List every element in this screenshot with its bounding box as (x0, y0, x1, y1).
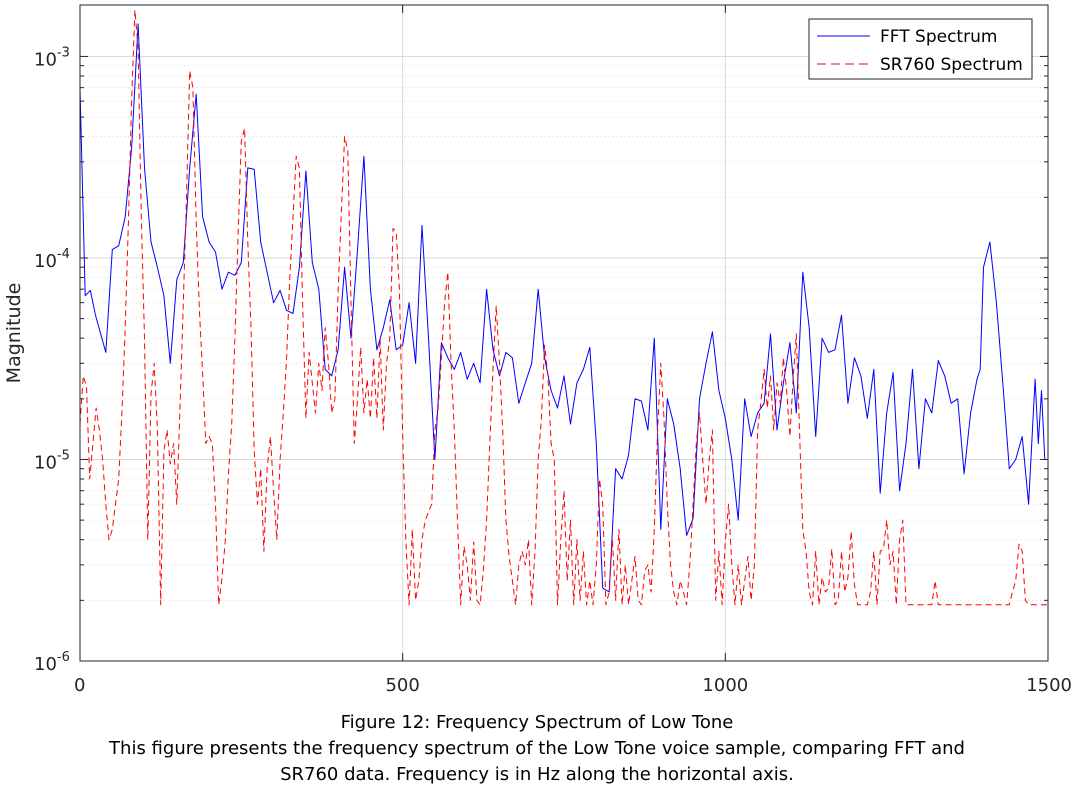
x-tick-label: 500 (385, 675, 419, 696)
y-tick-label: 10-5 (34, 448, 70, 473)
legend-box (808, 18, 1033, 80)
x-tick-label: 1000 (702, 675, 748, 696)
figure-caption: Figure 12: Frequency Spectrum of Low Ton… (0, 710, 1074, 788)
caption-title: Figure 12: Frequency Spectrum of Low Ton… (340, 712, 734, 733)
caption-line-2: SR760 data. Frequency is in Hz along the… (280, 764, 794, 785)
spectrum-chart: 0 500 1000 1500 10-610-510-410-3 Magnitude … (3, 4, 1072, 696)
legend-label-sr760: SR760 Spectrum (880, 55, 1023, 75)
caption-line-1: This figure presents the frequency spect… (109, 738, 965, 759)
x-tick-labels: 0 500 1000 1500 (74, 675, 1072, 696)
tick-marks (79, 5, 1049, 662)
series-layer (80, 9, 1048, 606)
y-tick-labels: 10-6 10-5 10-4 10-3 (34, 45, 70, 675)
y-axis-label: Magnitude (3, 283, 25, 384)
y-tick-label: 10-3 (34, 45, 70, 70)
legend-label-fft: FFT Spectrum (880, 27, 997, 47)
series-line-fft (80, 23, 1048, 593)
plot-background (80, 5, 1048, 661)
x-tick-label: 1500 (1026, 675, 1072, 696)
series-line-sr760 (80, 9, 1048, 606)
plot-frame (79, 4, 1049, 662)
x-tick-label: 0 (74, 675, 85, 696)
y-tick-label: 10-4 (34, 247, 70, 272)
legend: FFT Spectrum SR760 Spectrum (808, 18, 1033, 80)
y-tick-label: 10-6 (34, 650, 70, 675)
